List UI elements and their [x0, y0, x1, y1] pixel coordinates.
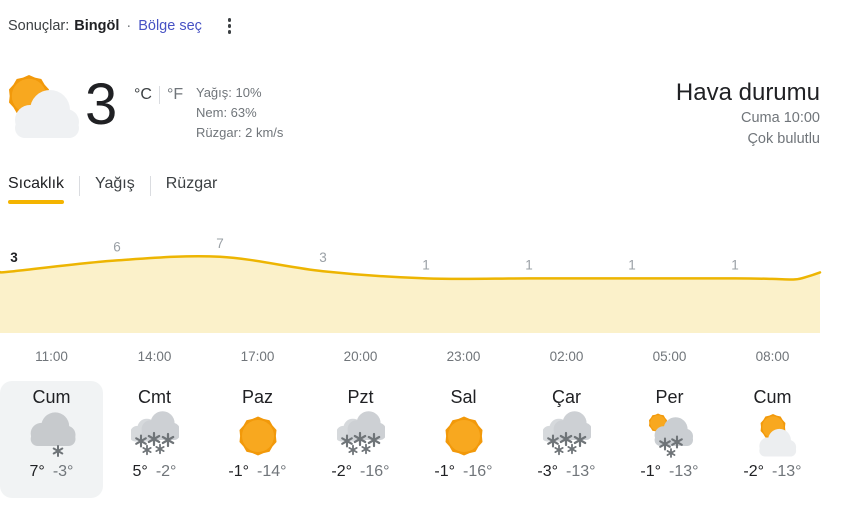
day-temps: 5° -2° — [133, 463, 177, 481]
tab-divider — [79, 176, 81, 196]
day-card-paz[interactable]: Paz -1° -14° — [206, 381, 309, 498]
day-card-çar[interactable]: Çar -3° -13° — [515, 381, 618, 498]
svg-text:3: 3 — [10, 250, 18, 265]
time-label: 23:00 — [446, 349, 481, 364]
results-label: Sonuçlar: — [8, 17, 70, 34]
day-name: Cmt — [138, 387, 171, 407]
low-temp: -14° — [257, 463, 287, 480]
high-temp: -2° — [331, 463, 353, 480]
tab-temperature-label: Sıcaklık — [8, 175, 65, 192]
results-bar: Sonuçlar: Bingöl · Bölge seç — [8, 14, 235, 38]
svg-text:7: 7 — [216, 236, 224, 251]
daily-forecast: Cum 7° -3° Cmt 5° -2° Paz -1° -14° Pzt — [0, 381, 824, 498]
tab-divider — [149, 176, 151, 196]
tab-wind-label: Rüzgar — [165, 175, 218, 192]
day-temps: -1° -13° — [640, 463, 698, 481]
temperature-chart[interactable]: 3 6 7 3 1 1 1 1 — [0, 228, 824, 333]
low-temp: -3° — [52, 463, 74, 480]
unit-toggle: °C °F — [134, 86, 183, 104]
high-temp: 7° — [29, 463, 45, 480]
snow-showers-icon — [646, 411, 694, 459]
tab-temperature[interactable]: Sıcaklık — [8, 175, 65, 204]
high-temp: -1° — [640, 463, 662, 480]
snow-icon — [129, 411, 180, 459]
tab-precipitation[interactable]: Yağış — [95, 175, 135, 193]
day-temps: -2° -13° — [743, 463, 801, 481]
chart-tabs: Sıcaklık Yağış Rüzgar — [8, 175, 217, 204]
condition-label: Çok bulutlu — [747, 131, 820, 147]
day-card-pzt[interactable]: Pzt -2° -16° — [309, 381, 412, 498]
unit-divider — [158, 86, 160, 104]
svg-text:3: 3 — [319, 250, 327, 265]
time-axis: 11:00 14:00 17:00 20:00 23:00 02:00 05:00 08:00 — [0, 349, 824, 364]
day-temps: 7° -3° — [30, 463, 74, 481]
weather-stats: Yağış: 10% Nem: 63% Rüzgar: 2 km/s — [196, 83, 283, 143]
high-temp: -1° — [434, 463, 456, 480]
day-temps: -1° -16° — [434, 463, 492, 481]
tab-wind[interactable]: Rüzgar — [166, 175, 218, 193]
time-label: 11:00 — [35, 349, 68, 364]
day-name: Pzt — [347, 387, 374, 407]
dot-separator: · — [126, 17, 132, 34]
day-name: Per — [655, 387, 684, 407]
day-temps: -1° -14° — [228, 463, 286, 481]
time-label: 20:00 — [343, 349, 378, 364]
time-label: 08:00 — [755, 349, 790, 364]
day-name: Cum — [32, 387, 71, 407]
light-snow-icon — [28, 411, 76, 459]
svg-text:1: 1 — [422, 257, 430, 272]
day-card-cmt[interactable]: Cmt 5° -2° — [103, 381, 206, 498]
svg-text:1: 1 — [731, 257, 739, 272]
high-temp: -1° — [228, 463, 250, 480]
fahrenheit-toggle[interactable]: °F — [166, 86, 184, 103]
low-temp: -2° — [155, 463, 177, 480]
high-temp: -3° — [537, 463, 559, 480]
day-card-per[interactable]: Per -1° -13° — [618, 381, 721, 498]
time-label: 02:00 — [549, 349, 584, 364]
title-panel: Hava durumu Cuma 10:00 Çok bulutlu — [676, 78, 820, 150]
svg-text:6: 6 — [113, 239, 121, 254]
precipitation-stat: Yağış: 10% — [196, 85, 262, 100]
day-name: Paz — [241, 387, 274, 407]
low-temp: -13° — [772, 463, 802, 480]
low-temp: -13° — [669, 463, 699, 480]
active-tab-underline — [8, 200, 65, 204]
tab-precipitation-label: Yağış — [95, 175, 135, 192]
kebab-menu-icon[interactable] — [224, 14, 236, 38]
day-card-sal[interactable]: Sal -1° -16° — [412, 381, 515, 498]
datetime-label: Cuma 10:00 — [741, 110, 820, 126]
high-temp: -2° — [743, 463, 765, 480]
snow-icon — [541, 411, 592, 459]
region-select-link[interactable]: Bölge seç — [138, 17, 202, 34]
day-card-cum[interactable]: Cum 7° -3° — [0, 381, 103, 498]
time-label: 17:00 — [240, 349, 275, 364]
snow-icon — [335, 411, 386, 459]
celsius-toggle[interactable]: °C — [134, 86, 152, 103]
day-temps: -2° -16° — [331, 463, 389, 481]
high-temp: 5° — [132, 463, 148, 480]
time-label: 14:00 — [137, 349, 172, 364]
partly-cloudy-icon — [749, 411, 797, 459]
low-temp: -13° — [566, 463, 596, 480]
sunny-icon — [440, 411, 488, 459]
low-temp: -16° — [360, 463, 390, 480]
day-name: Sal — [450, 387, 477, 407]
current-conditions: 3 °C °F Yağış: 10% Nem: 63% Rüzgar: 2 km… — [0, 70, 850, 175]
day-card-cum[interactable]: Cum -2° -13° — [721, 381, 824, 498]
widget-title: Hava durumu — [675, 79, 820, 106]
partly-cloudy-icon — [4, 72, 80, 148]
wind-stat: Rüzgar: 2 km/s — [196, 125, 284, 140]
svg-text:1: 1 — [628, 257, 636, 272]
day-temps: -3° -13° — [537, 463, 595, 481]
time-label: 05:00 — [652, 349, 687, 364]
sunny-icon — [234, 411, 282, 459]
day-name: Cum — [753, 387, 792, 407]
day-name: Çar — [551, 387, 581, 407]
humidity-stat: Nem: 63% — [196, 105, 257, 120]
current-temperature: 3 — [85, 72, 117, 137]
svg-text:1: 1 — [525, 257, 533, 272]
low-temp: -16° — [463, 463, 493, 480]
location-name: Bingöl — [74, 17, 120, 34]
